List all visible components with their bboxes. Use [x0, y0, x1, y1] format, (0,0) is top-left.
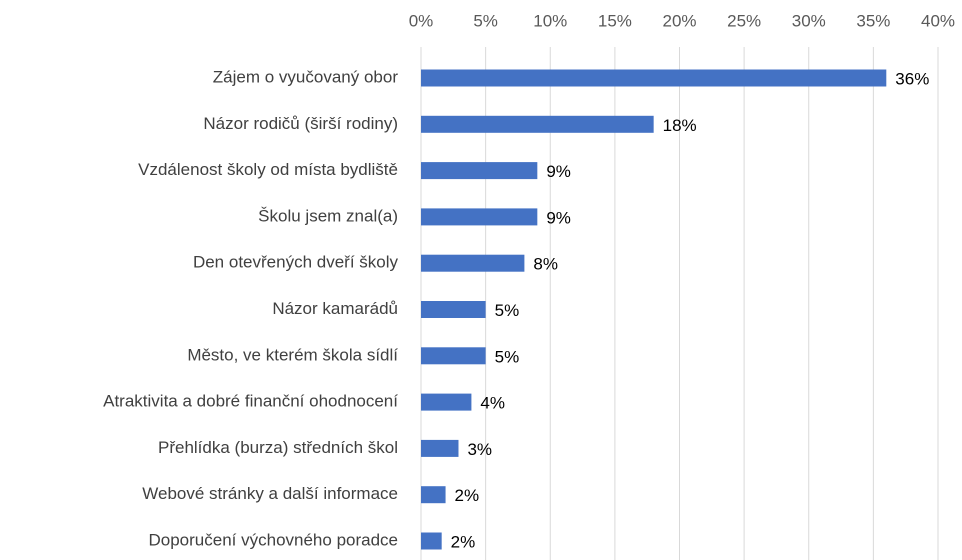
- data-label: 9%: [546, 162, 571, 181]
- bar: [421, 254, 525, 272]
- x-tick-label: 0%: [409, 11, 434, 30]
- y-tick-label: Zájem o vyučovaný obor: [213, 67, 399, 86]
- x-tick-label: 15%: [598, 11, 632, 30]
- y-tick-label: Názor rodičů (širší rodiny): [203, 114, 398, 133]
- bar: [421, 347, 486, 365]
- data-label: 18%: [663, 116, 697, 135]
- bar: [421, 301, 486, 318]
- data-label: 8%: [533, 255, 558, 274]
- bar: [421, 115, 654, 133]
- y-tick-label: Město, ve kterém škola sídlí: [187, 345, 398, 364]
- data-label: 36%: [895, 69, 929, 88]
- data-label: 5%: [495, 301, 520, 320]
- x-tick-label: 40%: [921, 11, 955, 30]
- y-tick-label: Vzdálenost školy od místa bydliště: [138, 160, 398, 179]
- x-tick-label: 5%: [473, 11, 498, 30]
- bar: [421, 162, 538, 180]
- data-label: 3%: [467, 440, 492, 459]
- bar: [421, 439, 459, 457]
- y-tick-label: Doporučení výchovného poradce: [149, 530, 399, 549]
- y-tick-label: Názor kamarádů: [272, 299, 398, 318]
- bar: [421, 532, 442, 550]
- y-tick-label: Den otevřených dveří školy: [193, 253, 399, 272]
- bar: [421, 393, 472, 411]
- data-label: 5%: [495, 347, 520, 366]
- bar: [421, 69, 887, 87]
- x-tick-label: 10%: [533, 11, 567, 30]
- y-tick-label: Přehlídka (burza) středních škol: [158, 438, 398, 457]
- y-tick-label: Webové stránky a další informace: [142, 484, 398, 503]
- x-tick-label: 30%: [792, 11, 826, 30]
- data-label: 9%: [546, 208, 571, 227]
- bar: [421, 208, 538, 226]
- data-label: 2%: [455, 486, 480, 505]
- y-tick-label: Atraktivita a dobré finanční ohodnocení: [103, 392, 398, 411]
- data-label: 2%: [451, 532, 476, 551]
- x-tick-label: 20%: [662, 11, 696, 30]
- bar: [421, 486, 446, 504]
- x-tick-label: 35%: [856, 11, 890, 30]
- data-label: 4%: [480, 394, 505, 413]
- x-tick-label: 25%: [727, 11, 761, 30]
- y-tick-label: Školu jsem znal(a): [258, 206, 398, 225]
